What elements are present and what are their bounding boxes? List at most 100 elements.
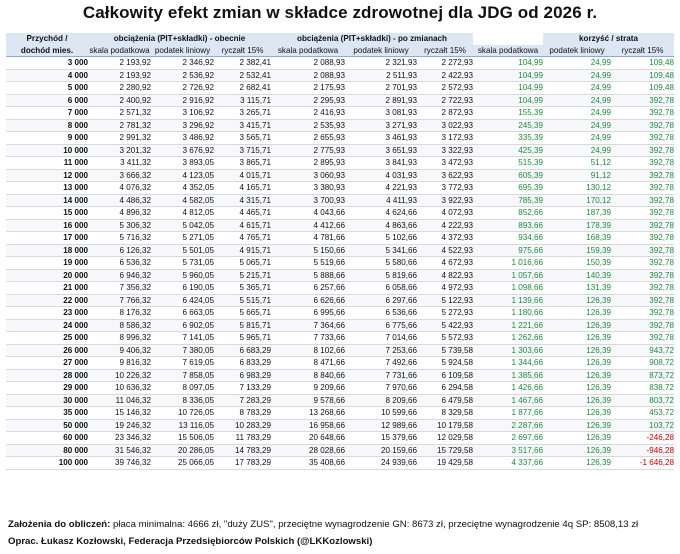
diff-cell: 103,72 [611,419,674,432]
income-cell: 29 000 [6,381,88,395]
value-cell: 5 150,66 [271,244,345,257]
value-cell: 4 123,05 [151,169,214,182]
value-cell: 8 586,32 [88,319,151,332]
value-cell: 6 946,32 [88,269,151,282]
diff-cell: 1 467,66 [473,394,543,407]
value-cell: 2 781,32 [88,119,151,132]
value-cell: 7 356,32 [88,281,151,295]
diff-cell: 392,78 [611,131,674,145]
diff-cell: 425,39 [473,144,543,157]
value-cell: 3 380,93 [271,181,345,195]
value-cell: 6 995,66 [271,306,345,320]
value-cell: 3 700,93 [271,194,345,207]
table-row: 50 000 19 246,32 13 116,05 10 283,29 16 958,… [6,419,674,432]
value-cell: 4 221,93 [345,181,417,195]
income-cell: 21 000 [6,281,88,295]
diff-cell: 104,99 [473,69,543,82]
value-cell: 20 648,66 [271,431,345,445]
income-cell: 3 000 [6,56,88,70]
value-cell: 7 858,05 [151,369,214,382]
value-cell: 2 916,92 [151,94,214,107]
value-cell: 6 297,66 [345,294,417,307]
group-header-diff: korzyść / strata [543,33,674,45]
value-cell: 3 622,93 [417,169,473,182]
value-cell: 4 615,71 [214,219,271,232]
value-cell: 16 958,66 [271,419,345,432]
value-cell: 15 146,32 [88,406,151,420]
value-cell: 28 028,66 [271,444,345,457]
diff-cell: 392,78 [611,331,674,345]
income-cell: 50 000 [6,419,88,432]
diff-cell: 1 303,66 [473,344,543,357]
diff-cell: 126,39 [543,419,611,432]
value-cell: 10 599,66 [345,406,417,420]
col-header-linear: podatek liniowy [345,44,417,57]
diff-cell: 873,72 [611,369,674,382]
value-cell: 3 081,93 [345,106,417,120]
table-row: 9 000 2 991,32 3 486,92 3 565,71 2 655,93 3 4… [6,131,674,145]
value-cell: 3 415,71 [214,119,271,132]
value-cell: 4 372,93 [417,231,473,245]
value-cell: 23 346,32 [88,431,151,445]
group-header-after: obciążenia (PIT+składki) - po zmianach [271,33,473,45]
value-cell: 2 193,92 [88,56,151,70]
diff-cell: 1 016,66 [473,256,543,270]
value-cell: 4 972,93 [417,281,473,295]
value-cell: 5 065,71 [214,256,271,270]
income-cell: 35 000 [6,406,88,420]
value-cell: 2 891,93 [345,94,417,107]
income-header-line1: Przychód / [6,33,88,45]
diff-cell: 130,12 [543,181,611,195]
diff-cell: 104,99 [473,56,543,70]
value-cell: 20 159,66 [345,444,417,457]
diff-cell: 695,39 [473,181,543,195]
value-cell: 2 726,92 [151,81,214,95]
value-cell: 19 429,58 [417,456,473,470]
value-cell: 3 322,93 [417,144,473,157]
value-cell: 7 283,29 [214,394,271,407]
value-cell: 2 088,93 [271,56,345,70]
value-cell: 2 532,41 [214,69,271,82]
table-row: 35 000 15 146,32 10 726,05 8 783,29 13 268,6… [6,406,674,420]
table-row: 17 000 5 716,32 5 271,05 4 765,71 4 781,66 5 … [6,231,674,245]
value-cell: 5 515,71 [214,294,271,307]
value-cell: 4 522,93 [417,244,473,257]
value-cell: 3 486,92 [151,131,214,145]
value-cell: 6 983,29 [214,369,271,382]
value-cell: 4 411,93 [345,194,417,207]
table-row: 22 000 7 766,32 6 424,05 5 515,71 6 626,66 6 … [6,294,674,307]
value-cell: 3 172,93 [417,131,473,145]
table-row: 19 000 6 536,32 5 731,05 5 065,71 5 519,66 5 … [6,256,674,270]
value-cell: 5 580,66 [345,256,417,270]
diff-cell: 392,78 [611,269,674,282]
diff-cell: 24,99 [543,119,611,132]
income-cell: 17 000 [6,231,88,245]
value-cell: 7 141,05 [151,331,214,345]
diff-cell: 335,39 [473,131,543,145]
value-cell: 10 179,58 [417,419,473,432]
value-cell: 5 924,58 [417,356,473,370]
diff-cell: -246,28 [611,431,674,445]
diff-cell: 392,78 [611,281,674,295]
value-cell: 3 022,93 [417,119,473,132]
value-cell: 5 215,71 [214,269,271,282]
diff-cell: 178,39 [543,219,611,232]
value-cell: 4 822,93 [417,269,473,282]
value-cell: 2 895,93 [271,156,345,170]
value-cell: 6 663,05 [151,306,214,320]
value-cell: 3 893,05 [151,156,214,170]
income-cell: 8 000 [6,119,88,132]
table-row: 80 000 31 546,32 20 286,05 14 783,29 28 028,… [6,444,674,457]
col-header-linear: podatek liniowy [543,44,611,57]
value-cell: 10 726,05 [151,406,214,420]
income-cell: 16 000 [6,219,88,232]
diff-cell: 126,39 [543,381,611,395]
value-cell: 5 501,05 [151,244,214,257]
value-cell: 6 833,29 [214,356,271,370]
value-cell: 2 272,93 [417,56,473,70]
table-row: 4 000 2 193,92 2 536,92 2 532,41 2 088,93 2 5… [6,69,674,82]
value-cell: 4 812,05 [151,206,214,220]
value-cell: 3 115,71 [214,94,271,107]
table-row: 8 000 2 781,32 3 296,92 3 415,71 2 535,93 3 2… [6,119,674,132]
income-cell: 22 000 [6,294,88,307]
